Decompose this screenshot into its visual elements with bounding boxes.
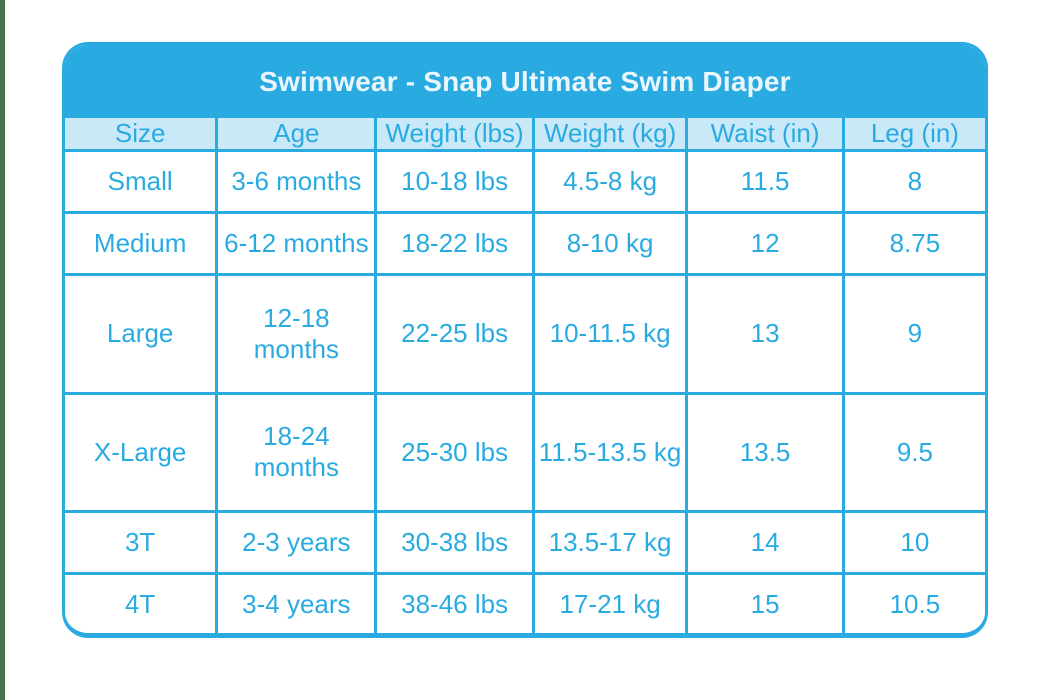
table-cell: 3-6 months	[215, 148, 378, 215]
table-cell: 10.5	[841, 572, 985, 633]
table-cell: 38-46 lbs	[374, 572, 535, 633]
column-header-weight-kg: Weight (kg)	[531, 118, 689, 152]
table-cell: 10-18 lbs	[374, 148, 535, 215]
table-cell: 13.5-17 kg	[531, 510, 689, 576]
size-table: Size Age Weight (lbs) Weight (kg) Waist …	[65, 118, 985, 633]
table-row-medium: Medium 6-12 months 18-22 lbs 8-10 kg 12 …	[65, 211, 985, 277]
table-row-xlarge: X-Large 18-24 months 25-30 lbs 11.5-13.5…	[65, 391, 985, 514]
table-grid: Size Age Weight (lbs) Weight (kg) Waist …	[65, 118, 985, 633]
table-cell: 18-22 lbs	[374, 211, 535, 277]
column-header-waist-in: Waist (in)	[685, 118, 845, 152]
table-cell: 13.5	[685, 391, 845, 514]
table-row-small: Small 3-6 months 10-18 lbs 4.5-8 kg 11.5…	[65, 148, 985, 215]
table-cell: 10-11.5 kg	[531, 273, 689, 395]
table-row-3t: 3T 2-3 years 30-38 lbs 13.5-17 kg 14 10	[65, 510, 985, 576]
table-cell: 30-38 lbs	[374, 510, 535, 576]
column-header-size: Size	[65, 118, 219, 152]
column-header-leg-in: Leg (in)	[841, 118, 985, 152]
table-cell: 10	[841, 510, 985, 576]
table-title: Swimwear - Snap Ultimate Swim Diaper	[65, 45, 985, 118]
table-cell: 2-3 years	[215, 510, 378, 576]
table-cell: 8	[841, 148, 985, 215]
table-cell: 11.5	[685, 148, 845, 215]
table-row-large: Large 12-18 months 22-25 lbs 10-11.5 kg …	[65, 273, 985, 395]
table-cell: 9.5	[841, 391, 985, 514]
table-cell: 18-24 months	[215, 391, 378, 514]
table-cell: Small	[65, 148, 219, 215]
table-cell: 22-25 lbs	[374, 273, 535, 395]
table-cell: 15	[685, 572, 845, 633]
table-cell: 3T	[65, 510, 219, 576]
table-cell: 13	[685, 273, 845, 395]
table-cell: Large	[65, 273, 219, 395]
table-cell: 11.5-13.5 kg	[531, 391, 689, 514]
table-cell: 14	[685, 510, 845, 576]
column-header-age: Age	[215, 118, 378, 152]
table-cell: 4T	[65, 572, 219, 633]
table-cell: Medium	[65, 211, 219, 277]
header-row: Size Age Weight (lbs) Weight (kg) Waist …	[65, 118, 985, 152]
table-cell: 6-12 months	[215, 211, 378, 277]
page-edge-line	[0, 0, 5, 700]
table-cell: 9	[841, 273, 985, 395]
table-cell: X-Large	[65, 391, 219, 514]
table-cell: 8-10 kg	[531, 211, 689, 277]
table-cell: 17-21 kg	[531, 572, 689, 633]
table-cell: 25-30 lbs	[374, 391, 535, 514]
table-cell: 3-4 years	[215, 572, 378, 633]
column-header-weight-lbs: Weight (lbs)	[374, 118, 535, 152]
table-row-4t: 4T 3-4 years 38-46 lbs 17-21 kg 15 10.5	[65, 572, 985, 633]
table-cell: 8.75	[841, 211, 985, 277]
table-cell: 12-18 months	[215, 273, 378, 395]
table-cell: 4.5-8 kg	[531, 148, 689, 215]
size-chart-table: Swimwear - Snap Ultimate Swim Diaper Siz…	[62, 42, 988, 638]
table-cell: 12	[685, 211, 845, 277]
